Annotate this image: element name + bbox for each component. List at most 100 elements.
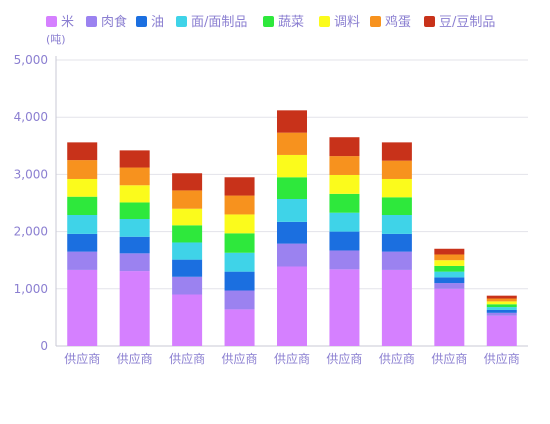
bar-segment-3-cat-8[interactable] bbox=[434, 277, 465, 284]
x-tick-label: 供应商 bbox=[484, 351, 520, 366]
bar-segment-1-cat-9[interactable] bbox=[486, 315, 517, 346]
bar-segment-1-cat-8[interactable] bbox=[434, 288, 465, 346]
bar-segment-5-cat-8[interactable] bbox=[434, 265, 465, 272]
bar-segment-5-cat-3[interactable] bbox=[172, 225, 203, 243]
bar-segment-5-cat-2[interactable] bbox=[119, 202, 150, 220]
bar-segment-6-cat-3[interactable] bbox=[172, 208, 203, 226]
bar-segment-6-cat-2[interactable] bbox=[119, 185, 150, 203]
legend-label-4[interactable]: 面/面制品 bbox=[191, 15, 247, 30]
bar-segment-7-cat-3[interactable] bbox=[172, 190, 203, 209]
bar-segment-2-cat-2[interactable] bbox=[119, 253, 150, 272]
bar-segment-7-cat-5[interactable] bbox=[277, 132, 307, 155]
legend-swatch-6[interactable] bbox=[319, 16, 330, 27]
x-tick-label: 供应商 bbox=[117, 351, 153, 366]
x-tick-label: 供应商 bbox=[431, 351, 467, 366]
bar-segment-5-cat-9[interactable] bbox=[486, 304, 517, 308]
bar-segment-6-cat-8[interactable] bbox=[434, 260, 465, 266]
bar-segment-7-cat-1[interactable] bbox=[67, 160, 98, 179]
bar-segment-7-cat-4[interactable] bbox=[224, 195, 255, 215]
y-tick-label: 4,000 bbox=[14, 110, 48, 124]
bar-segment-4-cat-7[interactable] bbox=[381, 215, 412, 234]
bar-segment-6-cat-5[interactable] bbox=[277, 154, 307, 178]
bar-segment-1-cat-4[interactable] bbox=[224, 309, 255, 346]
bar-segment-3-cat-3[interactable] bbox=[172, 259, 203, 277]
bar-segment-8-cat-7[interactable] bbox=[381, 142, 412, 161]
bar-segment-8-cat-6[interactable] bbox=[329, 137, 360, 157]
bar-segment-3-cat-5[interactable] bbox=[277, 221, 307, 244]
bar-segment-8-cat-2[interactable] bbox=[119, 150, 150, 168]
bar-segment-3-cat-1[interactable] bbox=[67, 233, 98, 252]
bar-segment-5-cat-4[interactable] bbox=[224, 233, 255, 253]
bar-segment-6-cat-6[interactable] bbox=[329, 174, 360, 194]
bar-segment-7-cat-6[interactable] bbox=[329, 156, 360, 175]
bar-segment-8-cat-1[interactable] bbox=[67, 142, 98, 161]
bar-segment-4-cat-4[interactable] bbox=[224, 252, 255, 272]
legend-swatch-8[interactable] bbox=[424, 16, 435, 27]
bar-segment-3-cat-2[interactable] bbox=[119, 236, 150, 254]
bar-segment-8-cat-3[interactable] bbox=[172, 173, 203, 191]
bar-segment-4-cat-6[interactable] bbox=[329, 212, 360, 232]
bar-segment-2-cat-4[interactable] bbox=[224, 290, 255, 310]
bar-segment-6-cat-7[interactable] bbox=[381, 178, 412, 198]
bar-segment-6-cat-4[interactable] bbox=[224, 214, 255, 234]
legend-swatch-4[interactable] bbox=[176, 16, 187, 27]
bar-segment-7-cat-8[interactable] bbox=[434, 254, 465, 261]
bar-segment-5-cat-5[interactable] bbox=[277, 177, 307, 199]
x-tick-label: 供应商 bbox=[222, 351, 258, 366]
bar-segment-3-cat-7[interactable] bbox=[381, 233, 412, 252]
bar-segment-2-cat-5[interactable] bbox=[277, 243, 307, 267]
legend-label-5[interactable]: 蔬菜 bbox=[278, 15, 304, 30]
x-tick-label: 供应商 bbox=[274, 351, 310, 366]
bar-segment-4-cat-3[interactable] bbox=[172, 242, 203, 260]
bar-segment-6-cat-9[interactable] bbox=[486, 301, 517, 305]
legend-label-8[interactable]: 豆/豆制品 bbox=[439, 15, 495, 30]
x-tick-label: 供应商 bbox=[169, 351, 205, 366]
legend-label-7[interactable]: 鸡蛋 bbox=[385, 14, 411, 30]
bar-segment-4-cat-9[interactable] bbox=[486, 307, 517, 310]
legend-swatch-1[interactable] bbox=[46, 16, 57, 27]
bar-segment-2-cat-9[interactable] bbox=[486, 312, 517, 316]
bar-segment-1-cat-6[interactable] bbox=[329, 269, 360, 346]
bar-segment-8-cat-9[interactable] bbox=[486, 295, 517, 299]
bar-segment-4-cat-2[interactable] bbox=[119, 219, 150, 237]
bar-segment-1-cat-5[interactable] bbox=[277, 266, 307, 346]
bar-segment-8-cat-4[interactable] bbox=[224, 177, 255, 196]
bar-segment-4-cat-8[interactable] bbox=[434, 271, 465, 278]
y-axis-unit-label: (吨) bbox=[46, 33, 66, 46]
bar-segment-6-cat-1[interactable] bbox=[67, 178, 98, 197]
bar-segment-5-cat-1[interactable] bbox=[67, 196, 98, 216]
bar-segment-1-cat-3[interactable] bbox=[172, 294, 203, 346]
bar-segment-2-cat-8[interactable] bbox=[434, 283, 465, 289]
bar-segment-2-cat-7[interactable] bbox=[381, 251, 412, 270]
bar-segment-3-cat-4[interactable] bbox=[224, 271, 255, 291]
legend-swatch-5[interactable] bbox=[263, 16, 274, 27]
y-tick-label: 2,000 bbox=[14, 225, 48, 239]
bar-segment-2-cat-6[interactable] bbox=[329, 250, 360, 270]
legend-label-3[interactable]: 油 bbox=[151, 15, 164, 30]
bar-segment-5-cat-6[interactable] bbox=[329, 193, 360, 213]
bar-segment-2-cat-3[interactable] bbox=[172, 276, 203, 295]
bar-segment-1-cat-2[interactable] bbox=[119, 271, 150, 346]
bar-segment-3-cat-6[interactable] bbox=[329, 231, 360, 251]
bar-segment-8-cat-8[interactable] bbox=[434, 248, 465, 255]
legend-swatch-3[interactable] bbox=[136, 16, 147, 27]
bar-segment-7-cat-2[interactable] bbox=[119, 167, 150, 186]
bar-segment-1-cat-7[interactable] bbox=[381, 269, 412, 346]
bar-segment-7-cat-9[interactable] bbox=[486, 298, 517, 302]
bar-segment-4-cat-5[interactable] bbox=[277, 198, 307, 222]
bar-segment-4-cat-1[interactable] bbox=[67, 215, 98, 234]
legend-label-2[interactable]: 肉食 bbox=[101, 14, 127, 30]
y-tick-label: 0 bbox=[40, 339, 48, 353]
legend-swatch-7[interactable] bbox=[370, 16, 381, 27]
legend-label-6[interactable]: 调料 bbox=[334, 15, 360, 30]
bar-segment-3-cat-9[interactable] bbox=[486, 309, 517, 313]
legend-label-1[interactable]: 米 bbox=[61, 15, 74, 30]
bar-segment-2-cat-1[interactable] bbox=[67, 251, 98, 270]
bar-segment-5-cat-7[interactable] bbox=[381, 197, 412, 216]
bar-segment-7-cat-7[interactable] bbox=[381, 160, 412, 179]
bar-segment-1-cat-1[interactable] bbox=[67, 269, 98, 346]
bar-segment-8-cat-5[interactable] bbox=[277, 110, 307, 133]
y-tick-label: 1,000 bbox=[14, 282, 48, 296]
legend-swatch-2[interactable] bbox=[86, 16, 97, 27]
